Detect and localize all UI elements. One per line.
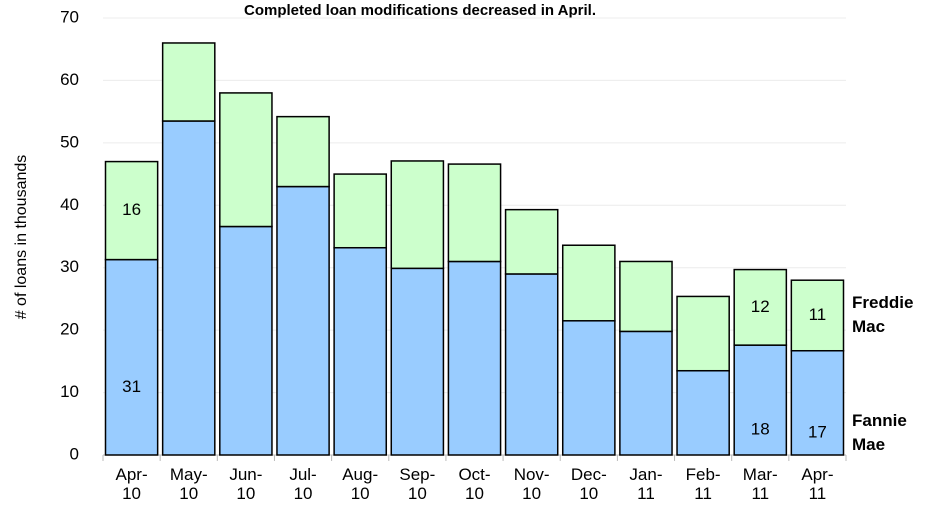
x-tick-label: Nov-10 [513,465,550,503]
y-tick-label: 10 [60,382,79,401]
bar-segment [219,225,273,456]
bar-segment [790,279,845,352]
x-tick-label: May-10 [169,465,208,503]
bar-segment [161,42,216,122]
legend-label: Fannie Mae [852,410,907,454]
bar-segment [733,268,788,346]
x-tick-label: Dec-10 [570,465,607,503]
y-tick-label: 50 [60,132,79,151]
bar-segment [104,160,159,261]
value-label: 17 [808,422,827,441]
x-tick-label: Sep-10 [399,465,436,503]
bar-segment [790,349,845,456]
x-tick-label: Apr-11 [801,465,834,503]
x-tick-label: Apr-10 [115,465,148,503]
x-tick-label: Feb-11 [685,465,721,503]
bar-segment [561,320,616,456]
bar-segment [676,369,730,456]
bar-segment [333,246,388,456]
bar-segment [276,115,330,188]
y-tick-label: 30 [60,257,79,276]
y-tick-label: 40 [60,195,79,214]
bar-segment [219,92,273,228]
y-tick-label: 60 [60,70,79,89]
value-label: 18 [751,420,770,439]
value-label: 16 [122,200,141,219]
chart-title: Completed loan modifications decreased i… [244,2,596,19]
y-tick-label: 20 [60,320,79,339]
bar-segment [619,330,673,456]
y-tick-label: 70 [60,7,79,26]
x-tick-label: Jun-10 [229,465,263,503]
bar-segment [276,185,330,456]
value-label: 11 [809,305,827,324]
x-tick-label: Jan-11 [629,465,663,503]
bar-segment [619,260,673,333]
y-tick-label: 0 [70,444,79,463]
bar-segment [504,273,559,456]
x-tick-label: Oct-10 [458,465,491,503]
bar-segment [504,208,559,275]
value-label: 12 [751,297,770,316]
y-axis-label: # of loans in thousands [13,155,30,320]
bar-segment [161,120,216,456]
bar-segment [390,160,445,270]
x-tick-label: Mar-11 [742,465,778,503]
x-tick-label: Aug-10 [342,465,379,503]
bar-segment [561,244,616,322]
x-tick-label: Jul-10 [289,465,317,503]
legend-label: Freddie Mac [852,293,914,337]
bar-segment [676,295,730,372]
bar-segment [390,267,445,456]
bar-segment [447,260,502,456]
bar-segment [104,258,159,456]
bar-segment [447,163,502,263]
bar-segment [333,173,388,249]
value-label: 31 [122,377,141,396]
bar-segment [733,344,788,456]
